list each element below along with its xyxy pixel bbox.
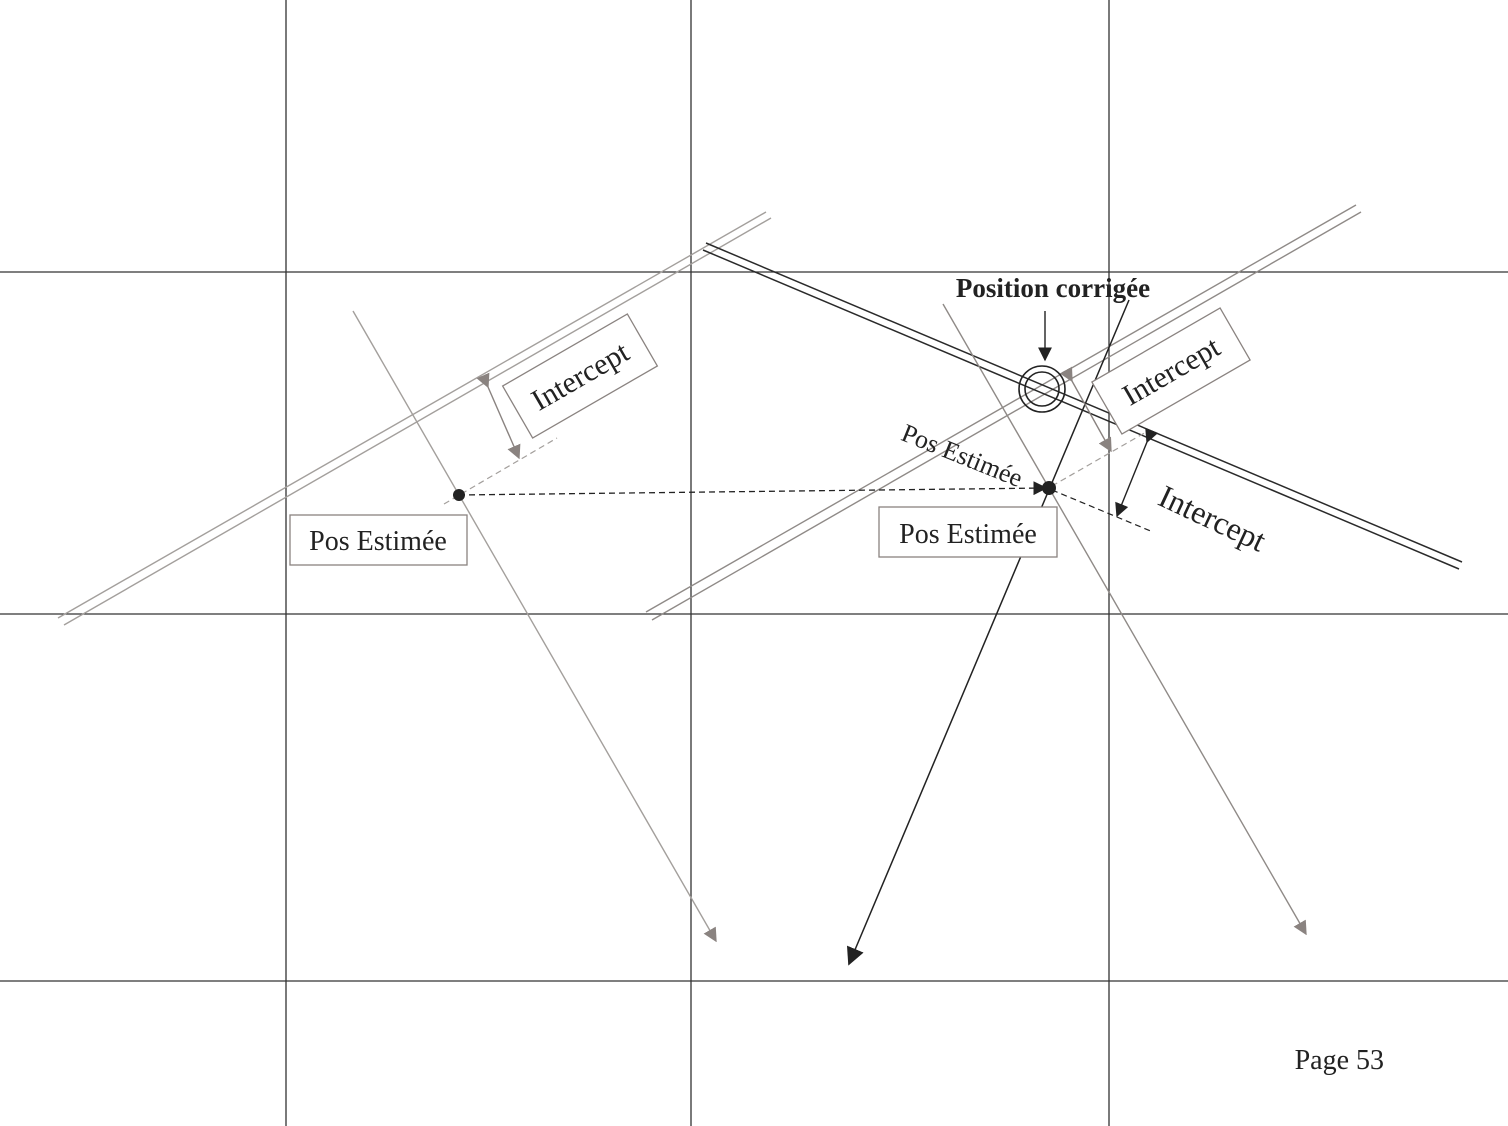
position-line-left (57, 211, 772, 626)
estimated-position-dot-left (453, 489, 465, 501)
label-box-pos-estimee-left: Pos Estimée (289, 514, 468, 566)
intercept-guide-right-dark (1051, 489, 1154, 533)
intercept-guide-right-gray (1051, 430, 1149, 487)
intercept-arrow-right-gray (1059, 366, 1112, 453)
azimuth-arrow-right-dark (847, 299, 1130, 966)
page-number: Page 53 (1295, 1045, 1384, 1076)
pos-estimee-label-right-box: Pos Estimée (899, 519, 1037, 550)
azimuth-arrow-left (352, 310, 717, 943)
azimuth-arrow-right-gray (942, 303, 1307, 936)
corrected-position-symbol (1018, 365, 1066, 413)
position-line-right-gray (645, 204, 1362, 621)
intercept-arrow-right-dark (1115, 427, 1159, 518)
pos-estimee-label-left: Pos Estimée (309, 526, 447, 557)
estimated-position-dot-right (1042, 481, 1056, 495)
transfer-dashed-line (458, 481, 1048, 496)
label-box-intercept-left: Intercept (501, 313, 659, 439)
pos-estimee-label-right-rotated: Pos Estimée (897, 418, 1026, 493)
label-box-pos-estimee-right: Pos Estimée (878, 506, 1058, 558)
intercept-arrow-left (476, 372, 521, 460)
intercept-label-right-lower: Intercept (1153, 478, 1271, 559)
position-corrigee-label: Position corrigée (956, 273, 1150, 303)
label-box-intercept-right: Intercept (1091, 307, 1251, 435)
